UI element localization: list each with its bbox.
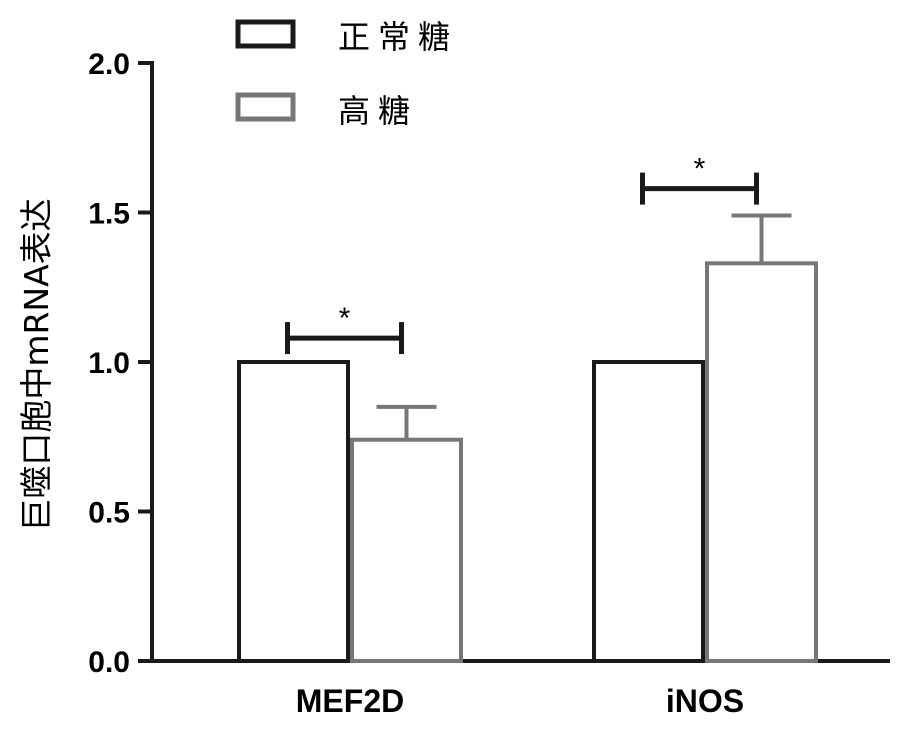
x-tick-label: iNOS bbox=[666, 683, 744, 719]
y-tick-label: 1.5 bbox=[88, 198, 130, 231]
bar-MEF2D-1 bbox=[350, 437, 463, 663]
x-tick-label: MEF2D bbox=[296, 683, 404, 719]
significance-star: * bbox=[339, 302, 351, 335]
bar-iNOS-1 bbox=[705, 261, 818, 663]
legend-swatch-normal bbox=[235, 19, 296, 49]
legend-swatch-high bbox=[235, 92, 296, 122]
significance-star: * bbox=[694, 153, 706, 186]
bar-MEF2D-0 bbox=[237, 360, 350, 663]
y-tick-label: 1.0 bbox=[88, 347, 130, 380]
legend-label-high: 高糖 bbox=[338, 92, 418, 130]
legend: 正常糖 高糖 bbox=[235, 18, 458, 130]
legend-label-normal: 正常糖 bbox=[338, 18, 458, 56]
y-tick-label: 2.0 bbox=[88, 48, 130, 81]
bar-iNOS-0 bbox=[592, 360, 705, 663]
y-tick-label: 0.5 bbox=[88, 497, 130, 530]
y-axis-label: 巨噬口胞中mRNA表达 bbox=[17, 198, 56, 531]
y-tick-label: 0.0 bbox=[88, 646, 130, 679]
